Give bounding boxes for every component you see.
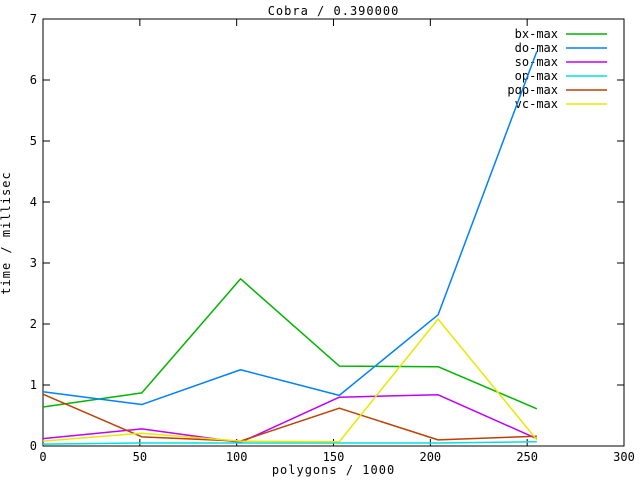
- y-tick-label: 0: [30, 439, 37, 453]
- series-line-op-max: [42, 440, 537, 445]
- y-tick-label: 1: [30, 378, 37, 392]
- legend-label-so-max: so-max: [515, 55, 558, 69]
- y-tick-label: 5: [30, 134, 37, 148]
- legend-label-do-max: do-max: [515, 41, 558, 55]
- y-tick-label: 7: [30, 12, 37, 26]
- y-tick-label: 2: [30, 317, 37, 331]
- x-tick-label: 250: [516, 450, 538, 464]
- y-tick-label: 3: [30, 256, 37, 270]
- legend-label-op-max: op-max: [515, 69, 558, 83]
- x-axis-label: polygons / 1000: [271, 463, 396, 477]
- x-tick-label: 0: [39, 450, 46, 464]
- x-tick-label: 300: [613, 450, 635, 464]
- y-tick-label: 6: [30, 73, 37, 87]
- legend-label-vc-max: vc-max: [515, 97, 558, 111]
- x-tick-label: 100: [226, 450, 248, 464]
- x-tick-label: 50: [133, 450, 147, 464]
- y-tick-label: 4: [30, 195, 37, 209]
- x-tick-label: 200: [419, 450, 441, 464]
- legend-label-pqp-max: pqp-max: [507, 83, 558, 97]
- series-line-pqp-max: [42, 393, 537, 442]
- legend-label-bx-max: bx-max: [515, 27, 558, 41]
- series-line-do-max: [42, 51, 538, 406]
- chart-title: Cobra / 0.390000: [267, 4, 400, 18]
- series-line-bx-max: [42, 278, 538, 410]
- x-tick-label: 150: [323, 450, 345, 464]
- series-line-vc-max: [42, 318, 538, 443]
